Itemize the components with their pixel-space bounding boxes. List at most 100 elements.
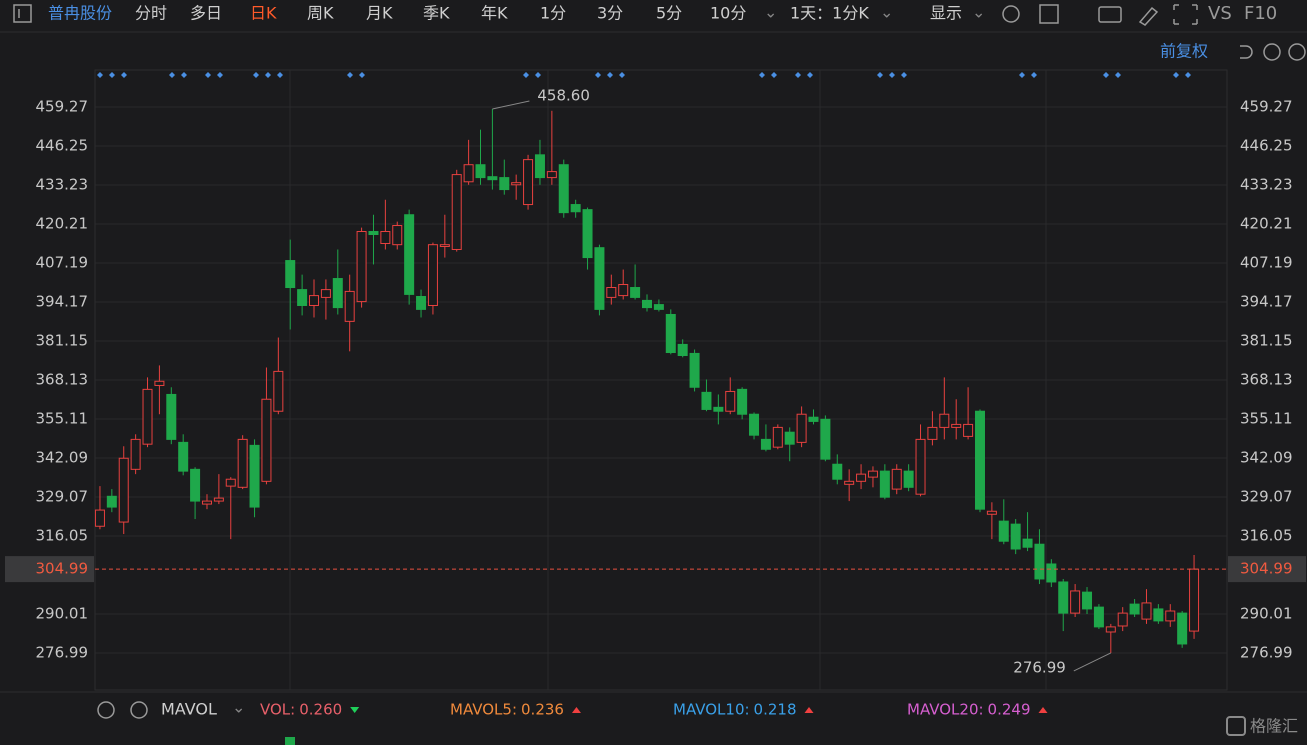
period-tab[interactable]: 多日 bbox=[190, 4, 222, 23]
dropdown-arrow[interactable]: ⌄ bbox=[880, 3, 893, 22]
zoom-in-icon[interactable] bbox=[1288, 43, 1306, 61]
y-tick-label-right: 276.99 bbox=[1240, 643, 1293, 661]
settings-icon[interactable] bbox=[1002, 5, 1020, 23]
annotation-leader bbox=[492, 100, 530, 110]
event-marker bbox=[535, 72, 541, 78]
candle-body bbox=[951, 423, 962, 428]
period-tab[interactable]: 季K bbox=[423, 4, 450, 23]
candle-body bbox=[689, 352, 700, 388]
trend-arrow bbox=[804, 707, 814, 713]
camera-icon[interactable] bbox=[1098, 6, 1122, 23]
period-tab[interactable]: 周K bbox=[307, 4, 334, 23]
candle-body bbox=[130, 438, 141, 470]
indicator-name[interactable]: MAVOL bbox=[161, 700, 217, 719]
period-tab[interactable]: 10分 bbox=[710, 4, 746, 23]
candle-body bbox=[368, 231, 379, 236]
zoom-out-icon[interactable] bbox=[1263, 43, 1281, 61]
event-marker bbox=[595, 72, 601, 78]
candle-body bbox=[154, 380, 165, 386]
event-marker bbox=[1103, 72, 1109, 78]
panel-close-icon[interactable] bbox=[130, 701, 148, 719]
y-tick-label: 276.99 bbox=[36, 643, 89, 661]
candle-body bbox=[725, 390, 736, 412]
candle-body bbox=[261, 398, 272, 482]
adjust-mode[interactable]: 前复权 bbox=[1160, 42, 1208, 61]
y-tick-label-right: 459.27 bbox=[1240, 97, 1293, 115]
event-marker bbox=[1031, 72, 1037, 78]
event-marker bbox=[619, 72, 625, 78]
candle-body bbox=[594, 247, 605, 310]
candle-body bbox=[820, 418, 831, 460]
fullscreen-icon[interactable] bbox=[1173, 4, 1198, 25]
vol-item-value: 0.218 bbox=[754, 701, 797, 719]
period-tab[interactable]: 日K bbox=[250, 4, 277, 23]
candle-body bbox=[213, 497, 224, 502]
candle-body bbox=[939, 413, 950, 428]
period-tab[interactable]: 年K bbox=[481, 4, 508, 23]
f10-button[interactable]: F10 bbox=[1244, 3, 1277, 24]
candle-body bbox=[1070, 590, 1081, 614]
y-tick-label-right: 433.23 bbox=[1240, 175, 1293, 193]
candle-body bbox=[344, 290, 355, 322]
event-marker bbox=[1019, 72, 1025, 78]
last-price-label: 304.99 bbox=[36, 560, 89, 578]
candle-body bbox=[677, 343, 688, 357]
event-marker bbox=[253, 72, 259, 78]
y-tick-label: 407.19 bbox=[36, 253, 89, 271]
period-tab[interactable]: 分时 bbox=[135, 4, 167, 23]
reset-icon[interactable] bbox=[1240, 45, 1253, 59]
candle-body bbox=[94, 509, 105, 527]
layout-icon[interactable] bbox=[1039, 4, 1059, 24]
candle-body bbox=[499, 177, 510, 191]
interval[interactable]: 1天：1分K bbox=[790, 4, 869, 23]
y-tick-label-right: 420.21 bbox=[1240, 214, 1293, 232]
vs-button[interactable]: VS bbox=[1208, 3, 1232, 24]
menu-icon[interactable] bbox=[13, 4, 32, 23]
candle-body bbox=[487, 176, 498, 181]
vol-item-name: VOL: bbox=[260, 701, 295, 719]
y-tick-label: 459.27 bbox=[36, 97, 89, 115]
candle-body bbox=[1082, 591, 1093, 610]
candle-body bbox=[1058, 581, 1069, 614]
period-tab[interactable]: 1分 bbox=[540, 4, 566, 23]
dropdown-arrow[interactable]: ⌄ bbox=[972, 3, 985, 22]
candle-body bbox=[309, 295, 320, 306]
candle-body bbox=[606, 287, 617, 298]
candle-body bbox=[1022, 538, 1033, 548]
stock-name[interactable]: 普冉股份 bbox=[48, 4, 112, 23]
candle-body bbox=[166, 393, 177, 440]
trend-arrow bbox=[571, 707, 581, 713]
candle-body bbox=[1189, 568, 1200, 632]
candle-body bbox=[546, 171, 557, 179]
event-marker bbox=[181, 72, 187, 78]
candle-body bbox=[1093, 606, 1104, 628]
plot: 459.27 459.27 446.25 446.25 433.23 433.23 420.… bbox=[5, 72, 1306, 676]
candle-body bbox=[642, 299, 652, 309]
candle-body bbox=[630, 287, 641, 298]
dropdown-arrow[interactable]: ⌄ bbox=[764, 3, 777, 22]
period-tab[interactable]: 5分 bbox=[656, 4, 682, 23]
event-marker bbox=[277, 72, 283, 78]
candle-body bbox=[891, 468, 902, 490]
panel-settings-icon[interactable] bbox=[97, 701, 115, 719]
event-marker bbox=[771, 72, 777, 78]
candle-body bbox=[332, 278, 343, 309]
candle-body bbox=[927, 426, 938, 440]
candle-body bbox=[273, 370, 284, 412]
period-tab[interactable]: 月K bbox=[366, 4, 393, 23]
dropdown-arrow[interactable]: ⌄ bbox=[232, 698, 245, 717]
event-marker bbox=[97, 72, 103, 78]
period-tab[interactable]: 3分 bbox=[597, 4, 623, 23]
candle-body bbox=[570, 204, 581, 213]
candle-body bbox=[534, 154, 545, 179]
y-tick-label: 420.21 bbox=[36, 214, 89, 232]
candle-body bbox=[237, 438, 248, 488]
candle-body bbox=[737, 388, 748, 415]
display-menu[interactable]: 显示 bbox=[930, 4, 962, 23]
y-tick-label-right: 355.11 bbox=[1240, 409, 1293, 427]
volume-legend: VOL: 0.260 MAVOL5: 0.236 MAVOL10: 0.218 MAVOL2… bbox=[260, 701, 1048, 719]
last-price-label-right: 304.99 bbox=[1240, 560, 1293, 578]
draw-icon[interactable] bbox=[1138, 6, 1159, 26]
event-marker bbox=[889, 72, 895, 78]
y-tick-label-right: 407.19 bbox=[1240, 253, 1293, 271]
